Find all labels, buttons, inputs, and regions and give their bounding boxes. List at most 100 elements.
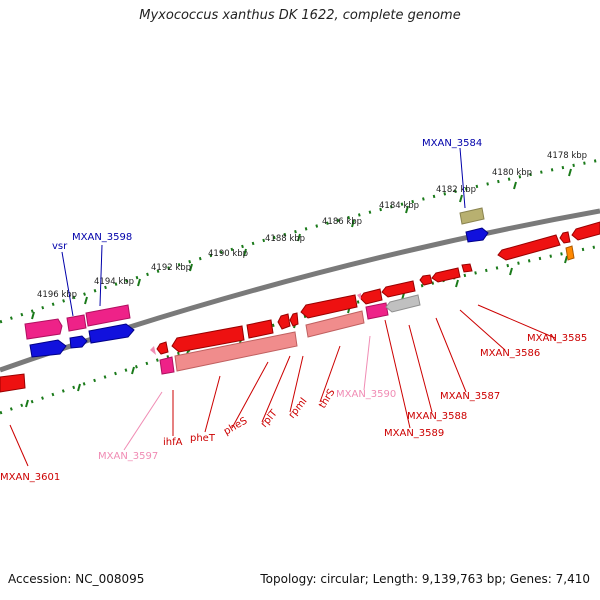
inner-tick-i bbox=[131, 366, 135, 375]
gene-pink-marker bbox=[150, 346, 156, 355]
leader-MXAN_3587 bbox=[435, 317, 467, 393]
label-vsr: vsr bbox=[52, 241, 68, 252]
leader-MXAN_3584 bbox=[459, 147, 466, 209]
gene-MXAN_3598 bbox=[24, 318, 63, 340]
ruler-label-4182: 4182 kbp bbox=[436, 185, 476, 195]
label-MXAN_3586: MXAN_3586 bbox=[480, 348, 540, 359]
leader-MXAN_3586 bbox=[459, 309, 506, 351]
leader-pheT bbox=[204, 375, 221, 433]
outer-ruler-track bbox=[0, 158, 600, 324]
gene-blue-3 bbox=[88, 323, 135, 344]
leader-vsr bbox=[61, 251, 74, 317]
leader-MXAN_3585 bbox=[477, 304, 556, 339]
leader-MXAN_3588 bbox=[408, 324, 433, 413]
ruler-label-4196: 4196 kbp bbox=[37, 290, 77, 300]
label-thrS: thrS bbox=[317, 387, 337, 410]
gene-blue-1 bbox=[29, 339, 67, 358]
tick-4178 bbox=[568, 168, 572, 177]
gene-MXAN_3590-marker bbox=[357, 293, 361, 300]
label-MXAN_3598: MXAN_3598 bbox=[72, 232, 132, 243]
label-MXAN_3601: MXAN_3601 bbox=[0, 472, 60, 483]
ruler-label-4194: 4194 kbp bbox=[94, 277, 134, 287]
leader-thrS bbox=[319, 345, 341, 403]
tick-4194 bbox=[137, 278, 141, 287]
label-MXAN_3589: MXAN_3589 bbox=[384, 428, 444, 439]
leader-rpmI bbox=[289, 355, 304, 413]
gene-ihfA bbox=[171, 325, 245, 353]
ruler-label-4188: 4188 kbp bbox=[265, 234, 305, 244]
gene-thrS bbox=[359, 288, 383, 305]
forward-strand-genes bbox=[24, 207, 489, 358]
gene-pink-mid bbox=[305, 310, 365, 338]
label-rplT: rplT bbox=[259, 407, 280, 430]
tick-4180 bbox=[513, 181, 517, 190]
tick-4182 bbox=[459, 194, 463, 203]
gene-MXAN_3587 bbox=[431, 267, 461, 283]
ruler-label-4192: 4192 kbp bbox=[151, 263, 191, 273]
gene-pink-lower bbox=[159, 356, 175, 375]
label-MXAN_3587: MXAN_3587 bbox=[440, 391, 500, 402]
gene-MXAN_3586 bbox=[497, 234, 561, 261]
gene-pheT bbox=[246, 319, 274, 339]
label-pheT: pheT bbox=[190, 433, 216, 444]
inner-tick-b bbox=[509, 267, 513, 276]
gene-blue-3584 bbox=[465, 227, 489, 243]
label-MXAN_3588: MXAN_3588 bbox=[407, 411, 467, 422]
label-rpmI: rpmI bbox=[287, 396, 310, 421]
gene-pink-long bbox=[174, 331, 298, 372]
gene-blue-2 bbox=[69, 335, 88, 349]
tick-4184 bbox=[405, 205, 409, 214]
gene-MXAN_3601 bbox=[0, 373, 26, 393]
label-MXAN_3590: MXAN_3590 bbox=[336, 389, 396, 400]
leader-MXAN_3590 bbox=[363, 335, 371, 391]
label-MXAN_3597: MXAN_3597 bbox=[98, 451, 158, 462]
gene-magenta-3 bbox=[85, 304, 131, 327]
leader-pheS bbox=[231, 361, 269, 429]
gene-small-red-2 bbox=[559, 231, 571, 244]
label-MXAN_3584: MXAN_3584 bbox=[422, 138, 482, 149]
gene-pheS bbox=[277, 313, 291, 330]
tick-4188 bbox=[297, 233, 301, 242]
label-MXAN_3585: MXAN_3585 bbox=[527, 333, 587, 344]
inner-tick-k bbox=[25, 399, 29, 408]
gene-grey bbox=[385, 294, 421, 313]
map-title: Myxococcus xanthus DK 1622, complete gen… bbox=[139, 8, 461, 23]
leader-MXAN_3597 bbox=[123, 391, 163, 451]
inner-ruler-track bbox=[0, 244, 600, 415]
gene-orange bbox=[565, 245, 575, 261]
gene-magenta-3590 bbox=[365, 302, 389, 320]
tick-4196 bbox=[84, 296, 88, 305]
gene-small-red bbox=[156, 341, 169, 355]
tick-4192 bbox=[189, 263, 193, 272]
gene-MXAN_3588 bbox=[419, 274, 433, 286]
genome-summary-text: Topology: circular; Length: 9,139,763 bp… bbox=[260, 572, 590, 586]
gene-rplT bbox=[289, 312, 299, 327]
reverse-strand-genes bbox=[0, 221, 600, 393]
gene-MXAN_3587b bbox=[461, 263, 473, 273]
ruler-label-4186: 4186 kbp bbox=[322, 217, 362, 227]
inner-tick-a bbox=[564, 255, 568, 264]
gene-olive bbox=[459, 207, 485, 225]
tick-4186 bbox=[351, 219, 355, 228]
label-pheS: pheS bbox=[222, 415, 249, 437]
inner-tick-c bbox=[455, 279, 459, 288]
tick-4190 bbox=[243, 248, 247, 257]
outer-ruler-ticks bbox=[31, 168, 572, 320]
label-ihfA: ihfA bbox=[163, 437, 183, 448]
ruler-label-4184: 4184 kbp bbox=[379, 201, 419, 211]
gene-rpmI bbox=[300, 294, 358, 319]
inner-tick-j bbox=[77, 383, 81, 392]
gene-vsr bbox=[66, 314, 87, 332]
leader-MXAN_3589 bbox=[384, 319, 411, 429]
leader-rplT bbox=[261, 355, 291, 423]
gene-MXAN_3585 bbox=[571, 221, 600, 241]
accession-text: Accession: NC_008095 bbox=[8, 572, 145, 586]
ruler-label-4180: 4180 kbp bbox=[492, 168, 532, 178]
gene-MXAN_3589 bbox=[381, 280, 416, 298]
leader-MXAN_3601 bbox=[9, 424, 29, 467]
leader-MXAN_3598 bbox=[99, 244, 103, 307]
tick-4198 bbox=[31, 311, 35, 320]
ruler-label-4178: 4178 kbp bbox=[547, 151, 587, 161]
